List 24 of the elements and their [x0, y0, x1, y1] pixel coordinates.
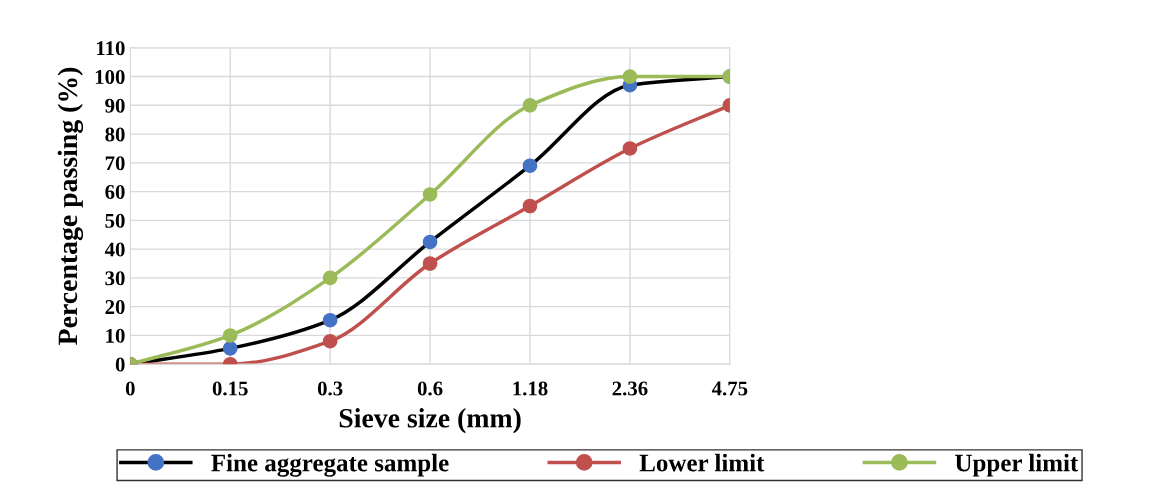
y-tick-label: 20: [105, 300, 125, 315]
legend-label: Lower limit: [639, 453, 765, 472]
y-tick-label: 100: [95, 69, 125, 84]
legend-label: Fine aggregate sample: [211, 453, 449, 477]
y-tick-label: 80: [105, 127, 125, 142]
x-tick-label: 0.6: [417, 381, 443, 396]
y-tick-label: 10: [106, 328, 125, 343]
y-tick-label: 30: [105, 271, 125, 286]
y-tick-label: 90: [105, 98, 125, 113]
x-axis-title: Sieve size (mm): [339, 408, 521, 434]
x-tick-label: 4.75: [711, 381, 748, 396]
y-tick-label: 40: [104, 242, 125, 257]
x-tick-label: 0: [125, 381, 135, 396]
y-axis-title: Percentage passing (%): [57, 67, 84, 345]
y-tick-label: 110: [96, 41, 125, 56]
y-tick-label: 60: [105, 184, 125, 200]
x-tick-label: 1.18: [513, 381, 548, 396]
x-tick-label: 2.36: [612, 381, 648, 396]
x-tick-label: 0.15: [212, 381, 248, 396]
y-tick-label: 0: [115, 357, 125, 372]
legend-label: Upper limit: [955, 453, 1079, 477]
y-tick-label: 50: [105, 213, 125, 228]
y-tick-label: 70: [105, 156, 125, 171]
x-tick-label: 0.3: [317, 381, 343, 396]
